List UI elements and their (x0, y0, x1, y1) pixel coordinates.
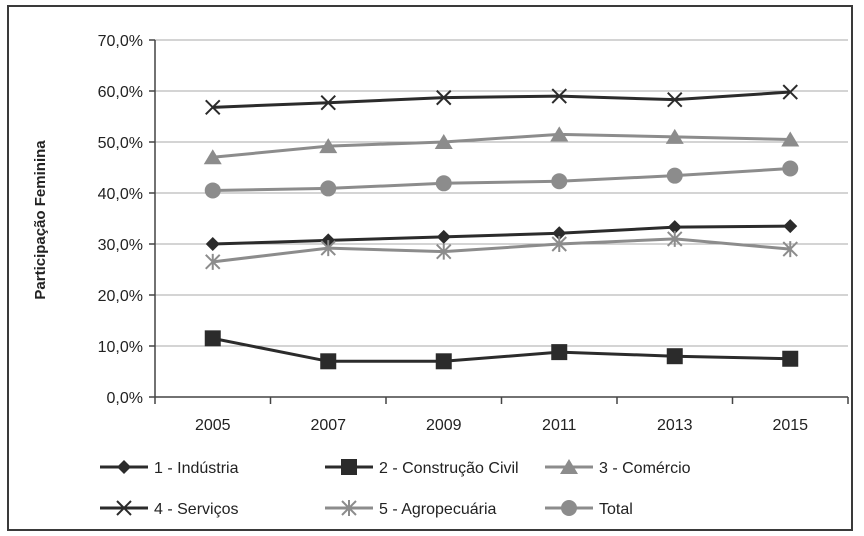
series-line (212, 224, 791, 246)
data-point (435, 175, 452, 192)
series-4 (205, 84, 798, 116)
data-point (436, 229, 451, 244)
x-tick-label: 2011 (542, 417, 577, 434)
data-point (666, 167, 683, 184)
data-point (667, 91, 683, 108)
legend-marker (341, 500, 357, 516)
legend-marker (116, 500, 132, 516)
data-point (782, 350, 799, 367)
legend-item: Total (545, 500, 633, 518)
series-1 (205, 219, 798, 251)
data-point (203, 149, 222, 165)
y-tick-label: 10,0% (98, 339, 143, 356)
data-point (319, 138, 338, 154)
legend-label: 2 - Construção Civil (379, 460, 519, 477)
x-tick-label: 2013 (657, 417, 693, 434)
data-point (667, 220, 682, 235)
data-point (551, 88, 567, 104)
x-tick-label: 2005 (195, 417, 231, 434)
legend-marker (560, 459, 578, 474)
x-tick-label: 2007 (310, 417, 346, 434)
data-point (205, 237, 220, 251)
legend-label: 5 - Agropecuária (379, 501, 497, 518)
series-group (203, 84, 800, 370)
data-point (782, 160, 799, 177)
legend-item: 1 - Indústria (100, 460, 239, 477)
legend-label: Total (599, 501, 633, 518)
legend-label: 3 - Comércio (599, 460, 691, 477)
gridlines (155, 39, 848, 347)
axes (149, 39, 849, 404)
data-point (551, 344, 568, 361)
legend-label: 4 - Serviços (154, 501, 238, 518)
series-line (212, 336, 791, 363)
legend-item: 3 - Comércio (545, 459, 691, 477)
legend-item: 5 - Agropecuária (325, 500, 497, 518)
x-tick-label: 2009 (426, 417, 462, 434)
data-point (550, 126, 569, 142)
data-point (781, 131, 800, 147)
x-tick-labels: 2005 2007 2009 2011 2013 2015 (195, 417, 808, 434)
legend-label: 1 - Indústria (154, 460, 239, 477)
data-point (436, 89, 452, 106)
data-point (665, 128, 684, 144)
y-tick-label: 20,0% (98, 288, 143, 305)
chart-frame (7, 5, 853, 531)
legend-item: 4 - Serviços (100, 500, 238, 518)
data-point (320, 180, 337, 197)
data-point (205, 253, 221, 270)
data-point (667, 230, 683, 247)
data-point (551, 173, 568, 190)
legend: 1 - Indústria 2 - Construção Civil 3 - Com… (100, 459, 691, 518)
y-tick-labels: 0,0% 10,0% 20,0% 30,0% 40,0% 50,0% 60,0% 70,0% (98, 33, 143, 407)
data-point (551, 236, 567, 252)
data-point (205, 99, 221, 116)
y-axis-label: Participação Feminina (32, 140, 49, 300)
data-point (435, 353, 452, 370)
series-line (212, 132, 791, 159)
y-tick-label: 70,0% (98, 33, 143, 50)
legend-marker (561, 500, 577, 516)
y-tick-label: 50,0% (98, 135, 143, 152)
series-line (212, 167, 791, 192)
data-point (782, 241, 798, 258)
y-tick-label: 60,0% (98, 84, 143, 101)
data-point (204, 182, 221, 199)
y-tick-label: 0,0% (107, 390, 143, 407)
data-point (666, 348, 683, 365)
data-point (436, 243, 452, 260)
legend-marker (117, 460, 131, 474)
series-3 (203, 126, 800, 165)
data-point (783, 219, 798, 234)
data-point (320, 240, 336, 257)
y-tick-label: 40,0% (98, 186, 143, 203)
data-point (320, 95, 336, 111)
data-point (204, 330, 221, 347)
data-point (552, 226, 567, 241)
series-2 (204, 330, 799, 370)
series-line (212, 90, 791, 109)
y-tick-label: 30,0% (98, 237, 143, 254)
series-6 (204, 160, 799, 199)
legend-item: 2 - Construção Civil (325, 459, 519, 477)
legend-marker (341, 459, 357, 475)
series-line (212, 237, 791, 264)
series-5 (205, 230, 798, 270)
x-tick-label: 2015 (772, 417, 808, 434)
data-point (320, 353, 337, 370)
data-point (434, 134, 453, 149)
data-point (782, 84, 798, 100)
